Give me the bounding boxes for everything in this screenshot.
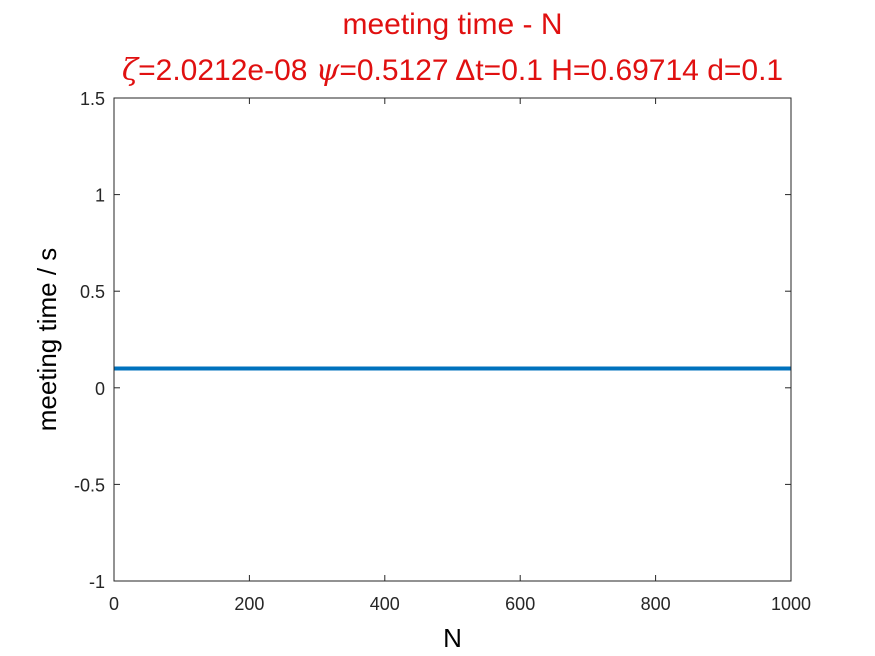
y-tick-label: 0.5	[80, 282, 105, 302]
x-tick-label: 600	[505, 594, 535, 614]
psi-value: =0.5127	[339, 54, 456, 87]
y-tick-label: 1	[95, 186, 105, 206]
x-tick-label: 200	[234, 594, 264, 614]
y-tick-label: -1	[89, 572, 105, 592]
psi-symbol: ψ	[315, 53, 340, 88]
chart-subtitle: ζ=2.0212e-08 ψ=0.5127 Δt=0.1 H=0.69714 d…	[0, 53, 875, 88]
y-tick-label: 1.5	[80, 89, 105, 109]
subtitle-rest: t=0.1 H=0.69714 d=0.1	[475, 54, 784, 87]
x-tick-label: 800	[641, 594, 671, 614]
x-axis-label: N	[443, 623, 462, 653]
x-tick-label: 1000	[771, 594, 811, 614]
plot-area	[114, 98, 791, 581]
y-tick-label: -0.5	[74, 475, 105, 495]
zeta-symbol: ζ	[121, 53, 139, 88]
x-tick-label: 0	[109, 594, 119, 614]
plot-frame	[113, 97, 792, 582]
chart-title: meeting time - N	[342, 8, 563, 41]
y-tick-label: 0	[95, 379, 105, 399]
y-axis: -1 -0.5 0 0.5 1 1.5	[74, 89, 791, 592]
x-tick-label: 400	[370, 594, 400, 614]
delta-symbol: Δ	[455, 54, 476, 87]
y-axis-label: meeting time / s	[32, 248, 62, 432]
x-axis: 0 200 400 600 800 1000	[109, 98, 811, 614]
zeta-value: =2.0212e-08	[138, 54, 316, 87]
